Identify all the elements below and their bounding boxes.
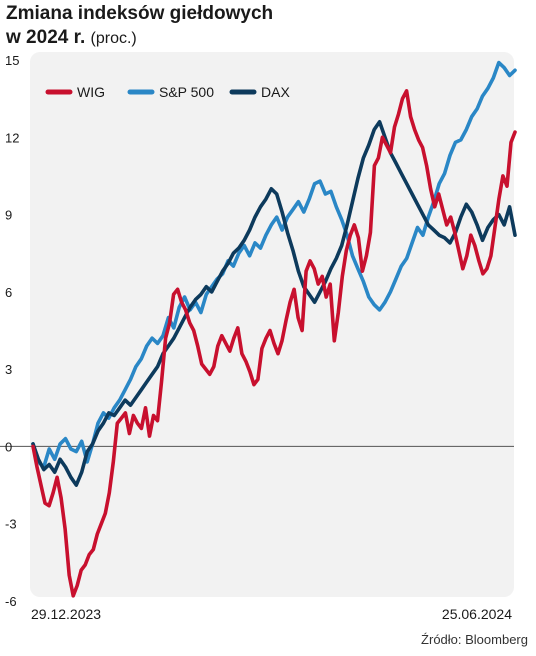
y-tick-label: 9 bbox=[5, 208, 12, 223]
legend-label-wig: WIG bbox=[77, 84, 105, 100]
y-tick-label: -6 bbox=[5, 594, 17, 609]
series-line-wig bbox=[31, 89, 517, 598]
series-line-dax bbox=[31, 120, 517, 487]
title-year: w 2024 r. bbox=[6, 27, 86, 48]
x-label-start: 29.12.2023 bbox=[31, 606, 101, 622]
y-tick-label: 12 bbox=[5, 130, 19, 145]
plot-area bbox=[30, 52, 514, 597]
unit-label: (proc.) bbox=[90, 30, 137, 47]
x-label-end: 25.06.2024 bbox=[442, 606, 512, 622]
legend-label-dax: DAX bbox=[261, 84, 290, 100]
chart-title: Zmiana indeksów giełdowych w 2024 r. (pr… bbox=[6, 2, 273, 51]
y-tick-label: 15 bbox=[5, 53, 19, 68]
title-line-1: Zmiana indeksów giełdowych bbox=[6, 3, 274, 24]
legend-label-s-p-500: S&P 500 bbox=[159, 84, 214, 100]
source-note: Źródło: Bloomberg bbox=[421, 632, 528, 647]
y-tick-label: 3 bbox=[5, 362, 12, 377]
y-tick-label: 6 bbox=[5, 285, 12, 300]
title-line-2: w 2024 r. (proc.) bbox=[6, 26, 273, 51]
y-tick-label: -3 bbox=[5, 517, 17, 532]
y-tick-label: 0 bbox=[5, 439, 12, 454]
